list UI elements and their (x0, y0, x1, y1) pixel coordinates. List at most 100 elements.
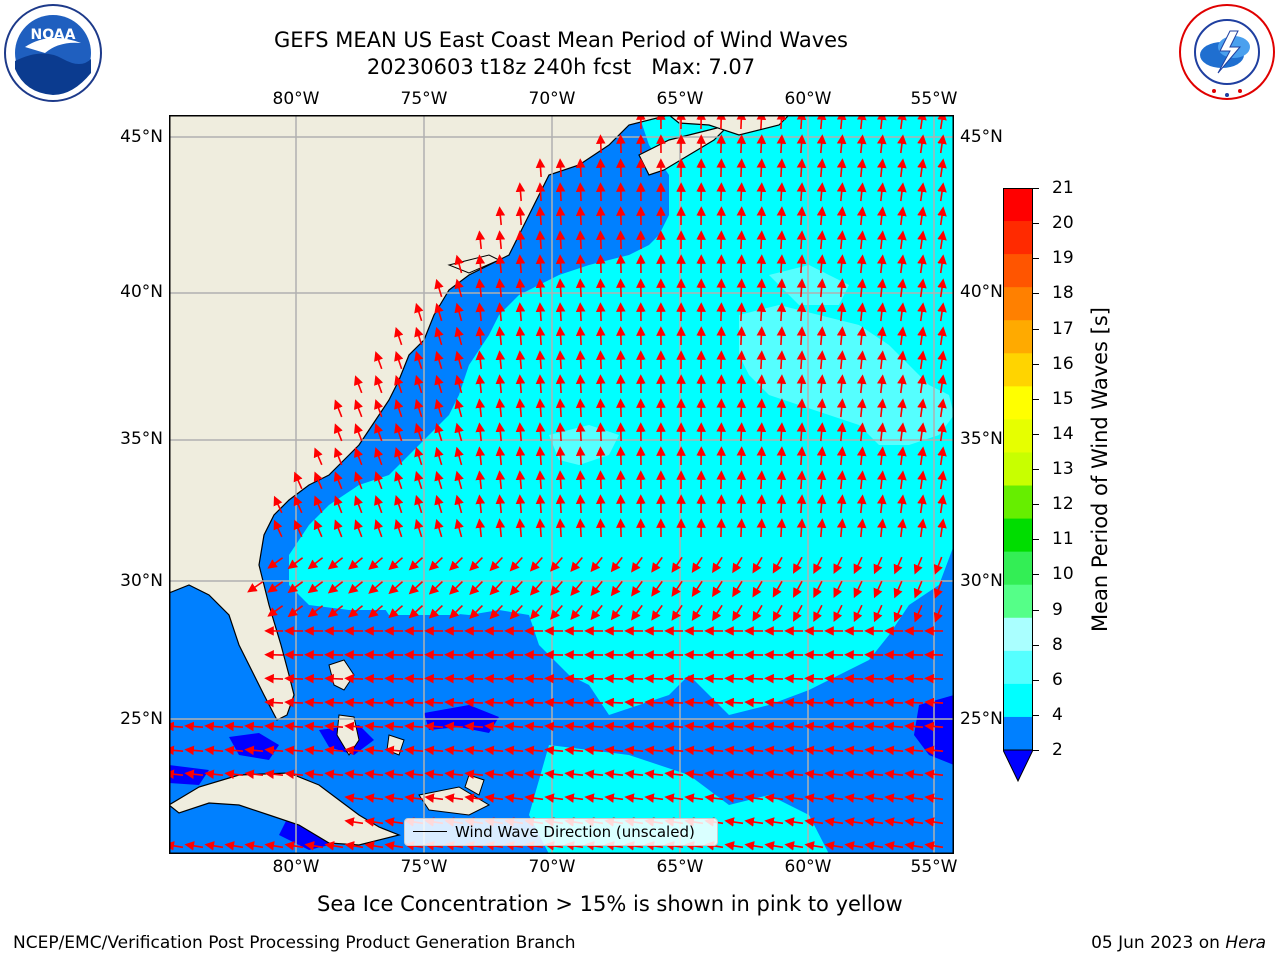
wind-wave-arrow (204, 769, 224, 779)
wind-wave-arrow (344, 769, 364, 779)
wind-wave-arrow (937, 115, 947, 130)
wind-wave-arrow (575, 350, 586, 370)
wind-wave-arrow (776, 398, 787, 418)
wind-wave-arrow (924, 721, 944, 732)
wind-wave-arrow (495, 278, 506, 298)
wind-wave-arrow (535, 158, 546, 178)
wind-wave-arrow (555, 206, 566, 226)
wind-wave-arrow (604, 769, 624, 779)
wind-wave-arrow (555, 230, 566, 250)
wind-wave-arrow (756, 350, 767, 370)
wind-wave-arrow (732, 556, 743, 574)
wind-wave-arrow (776, 446, 787, 466)
wind-wave-arrow (691, 580, 703, 598)
wind-wave-arrow (856, 182, 867, 202)
wind-wave-arrow (324, 697, 344, 708)
wind-wave-arrow (169, 769, 184, 779)
noaa-logo: NOAA (3, 3, 103, 103)
wind-wave-arrow (484, 673, 504, 684)
wind-wave-arrow (824, 721, 844, 732)
wind-wave-arrow (793, 556, 803, 574)
wind-wave-arrow (776, 115, 787, 130)
wind-wave-arrow (424, 721, 444, 732)
wind-wave-arrow (364, 769, 384, 779)
wind-wave-arrow (776, 422, 787, 442)
wind-wave-arrow (284, 841, 304, 851)
wind-wave-arrow (816, 374, 827, 394)
colorbar-under-triangle (1002, 749, 1034, 783)
wind-wave-arrow (671, 556, 683, 573)
wind-wave-arrow (816, 182, 827, 202)
wind-wave-arrow (684, 745, 704, 756)
wind-wave-arrow (856, 115, 867, 130)
wind-wave-arrow (684, 721, 704, 732)
wind-wave-arrow (897, 115, 907, 130)
wind-wave-arrow (904, 745, 924, 756)
wind-wave-arrow (204, 841, 224, 851)
wind-wave-arrow (897, 278, 907, 298)
wind-wave-arrow (555, 494, 566, 514)
wind-wave-arrow (495, 350, 506, 370)
colorbar-tick-mark (1033, 258, 1039, 260)
wind-wave-arrow (816, 518, 827, 538)
wind-wave-arrow (904, 769, 924, 779)
wind-wave-arrow (776, 230, 787, 250)
wind-wave-arrow (856, 470, 867, 490)
wind-wave-arrow (434, 494, 444, 514)
lon-label-top: 60°W (784, 89, 832, 109)
wind-wave-arrow (515, 422, 526, 442)
wind-wave-arrow (324, 745, 344, 756)
wind-wave-arrow (776, 206, 787, 226)
wind-wave-arrow (307, 605, 324, 618)
wind-wave-arrow (744, 745, 764, 756)
wind-wave-arrow (495, 422, 506, 442)
colorbar-swatch (1003, 485, 1033, 520)
wind-wave-arrow (833, 556, 843, 575)
wind-wave-arrow (917, 374, 927, 394)
wind-wave-arrow (917, 254, 927, 274)
lon-label-top: 55°W (910, 89, 958, 109)
wind-wave-arrow (575, 326, 586, 346)
wind-wave-arrow (724, 745, 744, 756)
wind-wave-arrow (937, 158, 947, 178)
wind-wave-arrow (570, 556, 583, 573)
wind-wave-arrow (364, 673, 384, 684)
wind-wave-arrow (267, 581, 284, 593)
wind-wave-arrow (374, 447, 384, 466)
wind-wave-arrow (610, 580, 623, 597)
wind-wave-arrow (877, 134, 887, 154)
wind-wave-arrow (784, 697, 804, 708)
wind-wave-arrow (454, 518, 464, 538)
wind-wave-arrow (535, 398, 546, 418)
wind-wave-arrow (904, 841, 924, 851)
wind-wave-arrow (913, 580, 923, 599)
colorbar-tick-label: 21 (1052, 178, 1074, 198)
wind-wave-arrow (856, 134, 867, 154)
wind-wave-arrow (388, 557, 404, 571)
wind-wave-arrow (776, 374, 787, 394)
wind-wave-arrow (937, 230, 947, 250)
wind-wave-arrow (313, 447, 323, 466)
wind-wave-arrow (873, 556, 883, 575)
wind-wave-arrow (884, 841, 904, 851)
wind-wave-arrow (284, 697, 304, 708)
wind-wave-arrow (844, 817, 864, 827)
wind-wave-arrow (793, 580, 803, 598)
wind-wave-arrow (464, 673, 484, 684)
wind-wave-arrow (804, 769, 824, 779)
wind-wave-arrow (584, 673, 604, 684)
wind-wave-arrow (853, 604, 863, 623)
wind-wave-arrow (449, 605, 463, 619)
wind-wave-arrow (796, 446, 807, 466)
wind-wave-arrow (388, 581, 404, 595)
wind-wave-arrow (856, 206, 867, 226)
wind-wave-arrow (873, 604, 883, 623)
wind-wave-arrow (590, 604, 603, 621)
wind-wave-arrow (434, 278, 444, 298)
wind-wave-arrow (736, 158, 747, 178)
wind-wave-arrow (244, 721, 264, 732)
wind-wave-arrow (404, 721, 424, 732)
wind-wave-arrow (444, 745, 464, 756)
wind-wave-arrow (877, 158, 887, 178)
wind-wave-arrow (937, 446, 947, 466)
